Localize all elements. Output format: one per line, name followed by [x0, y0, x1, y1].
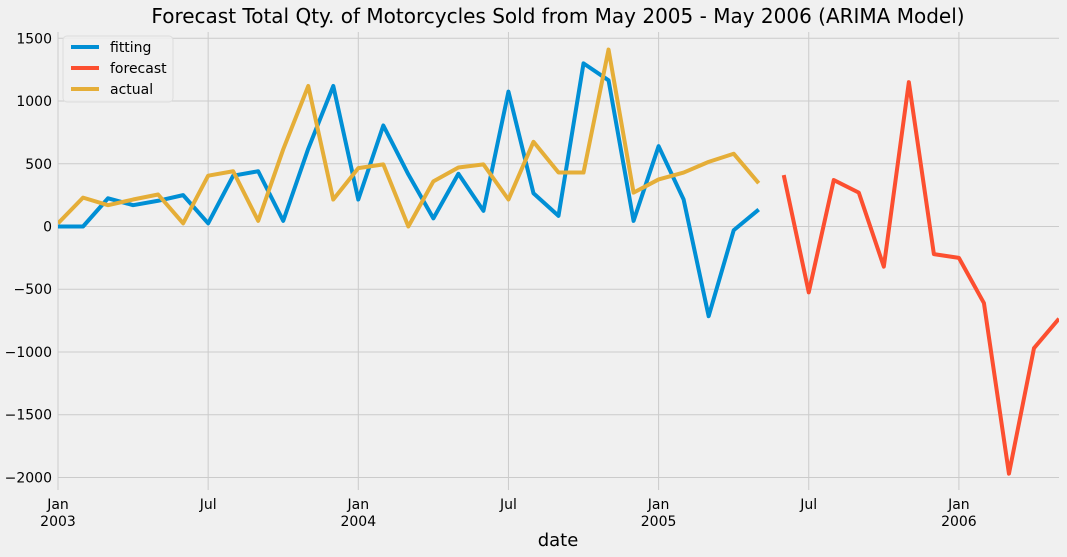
x-tick-label: Jan [647, 497, 670, 513]
x-tick-year-label: 2006 [941, 514, 977, 530]
y-tick-label: 1500 [16, 31, 52, 47]
y-tick-label: 0 [43, 219, 52, 235]
plot-background [58, 32, 1059, 490]
legend-label-fitting: fitting [110, 40, 151, 56]
x-tick-label: Jul [499, 497, 517, 513]
x-tick-year-label: 2004 [340, 514, 376, 530]
y-tick-label: 1000 [16, 94, 52, 110]
y-tick-label: −1000 [5, 345, 52, 361]
series-line-forecast [781, 80, 1059, 476]
y-tick-label: −500 [14, 282, 52, 298]
y-tick-label: 500 [25, 157, 52, 173]
series-line-fitting [58, 61, 760, 319]
plot-area: fitting forecast actual [57, 32, 1059, 490]
chart-title: Forecast Total Qty. of Motorcycles Sold … [151, 4, 964, 28]
x-axis-label: date [538, 530, 579, 551]
x-tick-label: Jan [947, 497, 970, 513]
y-axis-ticks: 1500 1000 500 0 −500 −1000 −1500 −2000 [5, 31, 52, 486]
x-tick-year-label: 2003 [40, 514, 76, 530]
grid-lines [57, 32, 1059, 490]
legend-label-actual: actual [110, 82, 153, 98]
x-tick-label: Jul [199, 497, 217, 513]
series-line-actual [58, 47, 761, 229]
x-tick-label: Jul [799, 497, 817, 513]
x-tick-year-label: 2005 [641, 514, 677, 530]
series-lines [58, 47, 1059, 476]
legend-label-forecast: forecast [110, 61, 167, 77]
legend: fitting forecast actual [62, 35, 174, 103]
y-tick-label: −1500 [5, 408, 52, 424]
y-tick-label: −2000 [5, 470, 52, 486]
x-tick-label: Jan [46, 497, 69, 513]
legend-box [62, 35, 174, 103]
x-tick-label: Jan [347, 497, 370, 513]
